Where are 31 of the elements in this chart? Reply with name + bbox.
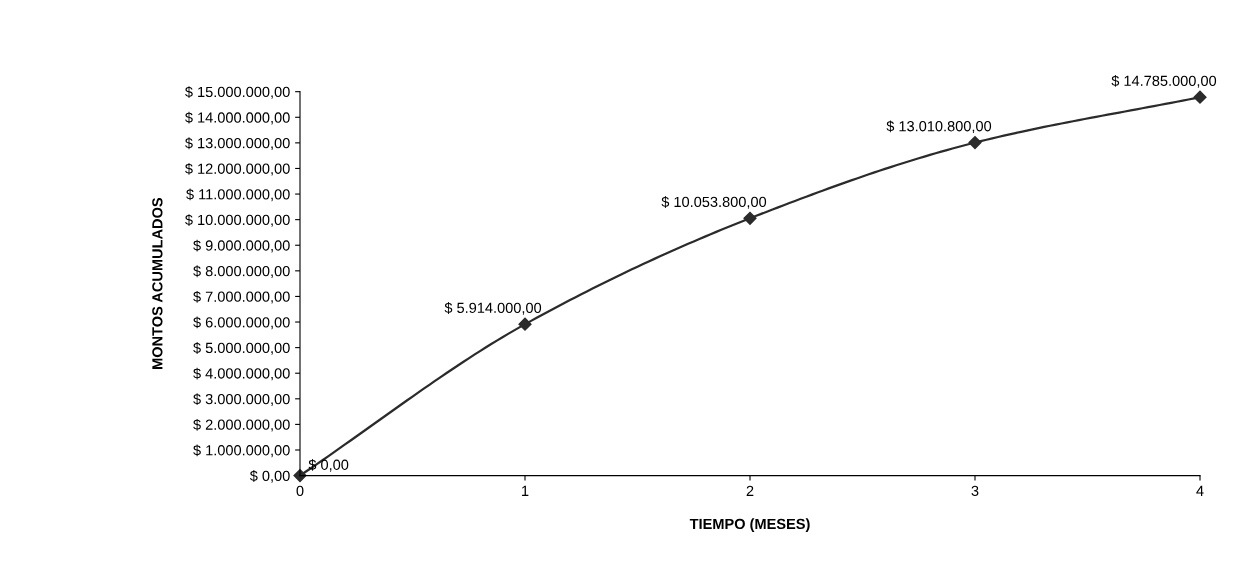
x-tick-label: 0 <box>296 485 304 497</box>
y-axis-title: MONTOS ACUMULADOS <box>152 197 163 369</box>
y-tick-label: $ 8.000.000,00 <box>193 265 290 278</box>
y-tick-label: $ 0,00 <box>249 470 290 483</box>
y-tick-label: $ 5.000.000,00 <box>193 342 290 355</box>
y-tick-label: $ 11.000.000,00 <box>186 188 290 202</box>
x-tick-label: 1 <box>522 485 529 496</box>
x-tick-label: 4 <box>1196 485 1204 496</box>
y-tick-label: $ 15.000.000,00 <box>185 86 290 99</box>
point <box>968 136 982 150</box>
y-tick-label: $ 12.000.000,00 <box>185 162 290 176</box>
data-label: $ 10.053.800,00 <box>661 196 767 209</box>
y-tick-label: $ 2.000.000,00 <box>193 418 290 432</box>
data-label: $ 5.914.000,00 <box>444 302 542 315</box>
data-label: $ 13.010.800,00 <box>886 120 992 134</box>
y-tick-label: $ 7.000.000,00 <box>193 290 290 304</box>
point <box>518 317 532 331</box>
x-axis-title: TIEMPO (MESES) <box>689 518 810 532</box>
data-label: $ 14.785.000,00 <box>1111 75 1217 88</box>
y-tick-label: $ 3.000.000,00 <box>193 393 290 406</box>
y-tick-label: $ 10.000.000,00 <box>185 214 290 227</box>
y-tick-label: $ 14.000.000,00 <box>185 111 290 125</box>
y-tick-label: $ 6.000.000,00 <box>193 316 290 330</box>
y-tick-label: $ 9.000.000,00 <box>193 239 290 253</box>
x-tick-label: 2 <box>746 485 754 496</box>
y-tick-label: $ 1.000.000,00 <box>193 444 290 458</box>
x-tick-label: 3 <box>971 485 979 497</box>
y-tick-label: $ 4.000.000,00 <box>193 367 290 381</box>
y-tick-label: $ 13.000.000,00 <box>185 137 290 151</box>
point <box>1193 90 1207 104</box>
point <box>743 211 757 225</box>
